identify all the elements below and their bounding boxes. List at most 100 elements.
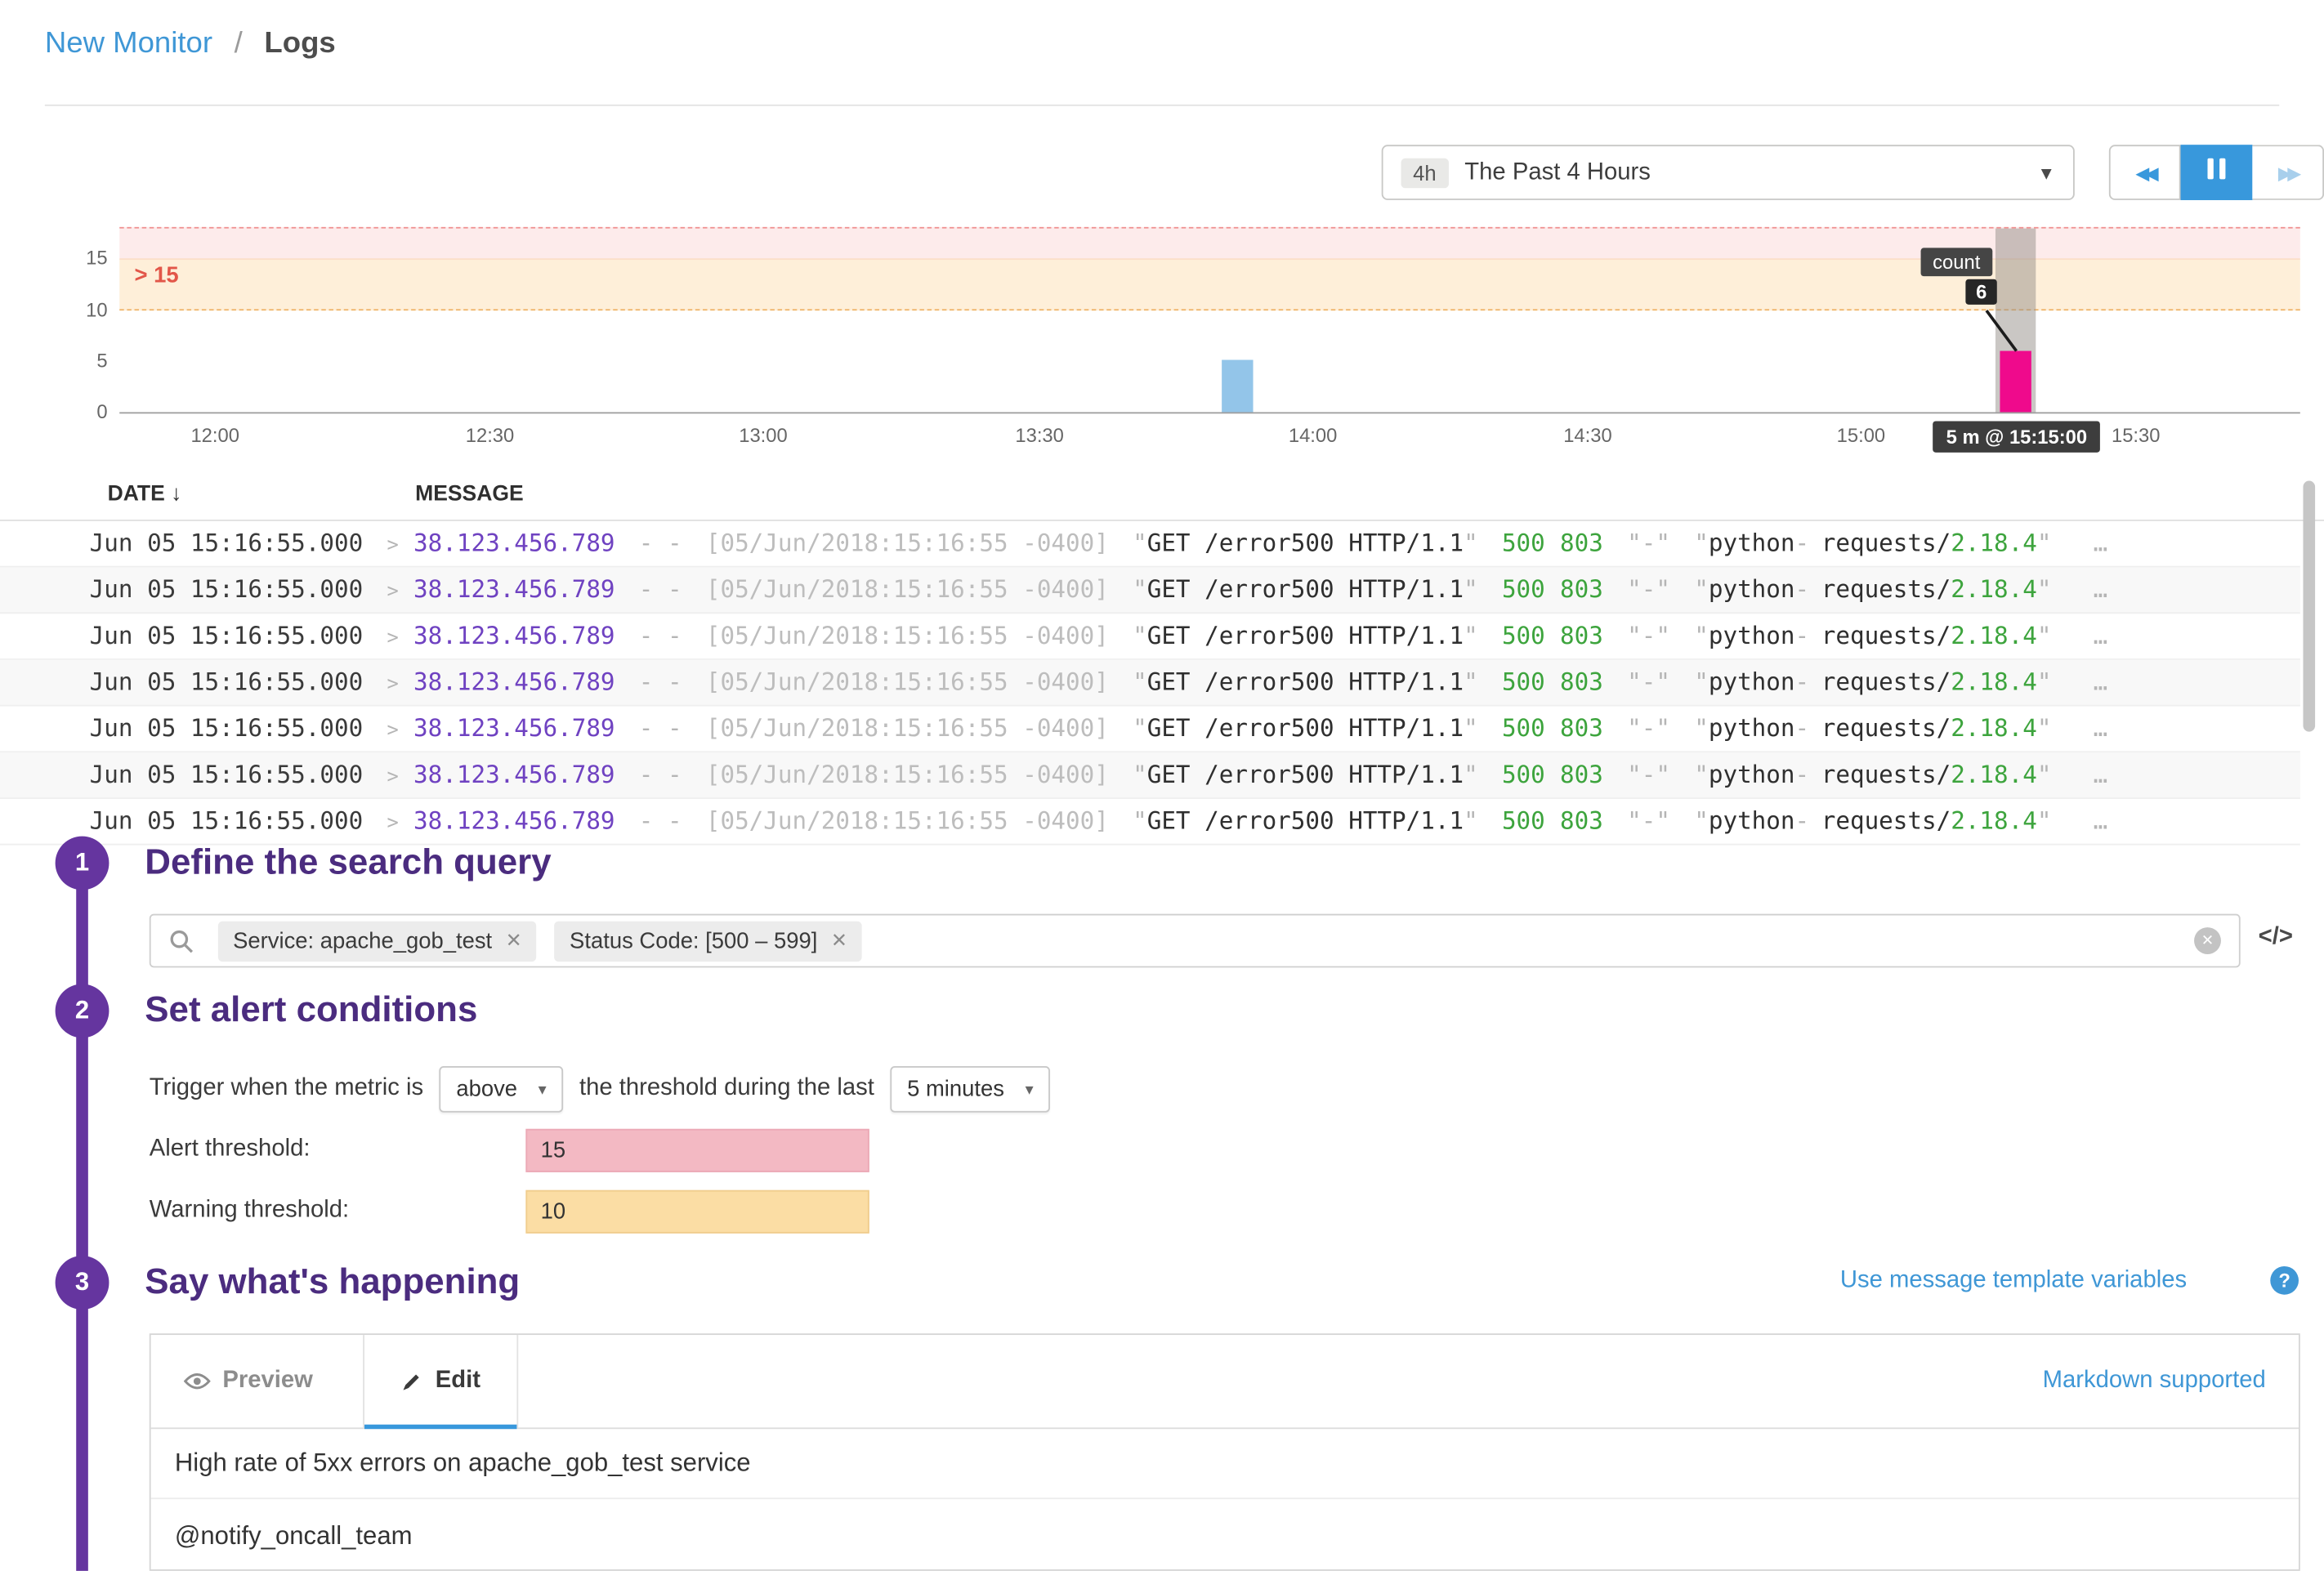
log-status-code: 500 [1501, 574, 1545, 604]
alert-threshold-input[interactable]: 15 [525, 1128, 869, 1172]
trigger-condition-row: Trigger when the metric is above ▾ the t… [150, 1064, 1050, 1112]
operator-value: above [456, 1075, 518, 1102]
table-row[interactable]: Jun 05 15:16:55.000 >38.123.456.789 - - [05… [0, 752, 2300, 799]
table-row[interactable]: Jun 05 15:16:55.000 >38.123.456.789 - - [05… [0, 707, 2300, 753]
step-2-title: Set alert conditions [145, 989, 478, 1031]
log-ip: 38.123.456.789 [413, 806, 615, 835]
ellipsis: … [2093, 574, 2108, 604]
clear-search-icon[interactable]: ✕ [2194, 927, 2221, 954]
x-tick: 15:30 [2111, 424, 2161, 447]
chevron-right-icon[interactable]: > [387, 627, 399, 650]
filter-pill-service[interactable]: Service: apache_gob_test ✕ [217, 920, 537, 962]
time-range-dropdown[interactable]: 4h The Past 4 Hours ▼ [1381, 145, 2075, 200]
remove-filter-icon[interactable]: ✕ [830, 928, 847, 952]
table-row[interactable]: Jun 05 15:16:55.000 >38.123.456.789 - - [05… [0, 659, 2300, 707]
log-timestamp: [05/Jun/2018:15:16:55 -0400] [705, 621, 1109, 650]
step-1-badge: 1 [55, 836, 109, 890]
window-select[interactable]: 5 minutes ▾ [890, 1065, 1050, 1112]
log-table: DATE ↓ MESSAGE Jun 05 15:16:55.000 >38.12… [0, 475, 2324, 846]
log-user-agent: "python-requests/2.18.4" [1694, 621, 2052, 650]
time-range-label: The Past 4 Hours [1464, 158, 1651, 185]
chevron-right-icon[interactable]: > [387, 534, 399, 557]
log-user-agent: "python-requests/2.18.4" [1694, 529, 2052, 557]
ellipsis: … [2093, 713, 2108, 743]
log-date: Jun 05 15:16:55.000 [89, 574, 364, 604]
chevron-right-icon[interactable]: > [387, 719, 399, 743]
alert-zone [119, 226, 2300, 261]
divider [44, 104, 2280, 106]
message-body-field[interactable]: @notify_oncall_team [174, 1520, 413, 1550]
step-rail [76, 863, 88, 1571]
log-bytes: 803 [1560, 806, 1603, 835]
chevron-down-icon: ▾ [538, 1080, 547, 1099]
log-ip: 38.123.456.789 [413, 760, 615, 789]
tooltip-time: 5 m @ 15:15:00 [1933, 421, 2101, 453]
ellipsis: … [2093, 529, 2108, 557]
forward-button[interactable]: ▶▶ [2252, 145, 2324, 200]
chevron-right-icon[interactable]: > [387, 812, 399, 835]
y-tick: 5 [96, 349, 108, 373]
log-referrer: "-" [1627, 621, 1670, 650]
log-request: "GET /error500 HTTP/1.1" [1133, 713, 1478, 743]
operator-select[interactable]: above ▾ [440, 1065, 563, 1112]
table-row[interactable]: Jun 05 15:16:55.000 >38.123.456.789 - - [05… [0, 521, 2300, 568]
breadcrumb-link-new-monitor[interactable]: New Monitor [44, 26, 213, 60]
x-tick: 12:30 [465, 424, 515, 447]
tab-edit[interactable]: Edit [364, 1335, 518, 1430]
chart-bar-highlighted [2000, 350, 2031, 413]
rewind-button[interactable]: ◀◀ [2108, 145, 2181, 200]
table-row[interactable]: Jun 05 15:16:55.000 >38.123.456.789 - - [05… [0, 567, 2300, 614]
table-row[interactable]: Jun 05 15:16:55.000 >38.123.456.789 - - [05… [0, 614, 2300, 660]
breadcrumb: New Monitor / Logs [45, 27, 336, 61]
scrollbar[interactable] [2303, 480, 2316, 732]
log-ip: 38.123.456.789 [413, 667, 615, 696]
chevron-right-icon[interactable]: > [387, 581, 399, 604]
log-bytes: 803 [1560, 529, 1603, 557]
active-tab-indicator [364, 1424, 516, 1430]
message-title-field[interactable]: High rate of 5xx errors on apache_gob_te… [150, 1427, 2299, 1500]
search-input[interactable]: Service: apache_gob_test ✕ Status Code: … [149, 913, 2241, 968]
log-referrer: "-" [1627, 760, 1670, 789]
log-status-code: 500 [1501, 529, 1545, 557]
x-tick: 14:00 [1288, 424, 1338, 447]
rewind-icon: ◀◀ [2135, 162, 2158, 183]
log-bytes: 803 [1560, 713, 1603, 743]
remove-filter-icon[interactable]: ✕ [505, 928, 522, 952]
log-date: Jun 05 15:16:55.000 [89, 621, 364, 650]
filter-pill-status-code[interactable]: Status Code: [500 – 599] ✕ [554, 920, 863, 962]
warning-threshold-input[interactable]: 10 [525, 1189, 869, 1234]
table-row[interactable]: Jun 05 15:16:55.000 >38.123.456.789 - - [05… [0, 799, 2300, 846]
log-request: "GET /error500 HTTP/1.1" [1133, 621, 1478, 650]
code-view-toggle[interactable]: </> [2258, 924, 2293, 950]
log-user-agent: "python-requests/2.18.4" [1694, 760, 2052, 789]
playback-controls: ◀◀ ▶▶ [2108, 145, 2324, 200]
tab-preview[interactable]: Preview [183, 1368, 313, 1395]
log-rows: Jun 05 15:16:55.000 >38.123.456.789 - - [05… [0, 521, 2300, 846]
step-3-badge: 3 [55, 1256, 109, 1310]
x-axis [119, 412, 2300, 414]
column-header-message: MESSAGE [415, 482, 524, 507]
log-ip: 38.123.456.789 [413, 574, 615, 604]
log-status-code: 500 [1501, 621, 1545, 650]
y-tick: 10 [86, 298, 108, 321]
help-icon[interactable]: ? [2270, 1265, 2299, 1295]
log-user-agent: "python-requests/2.18.4" [1694, 667, 2052, 696]
ellipsis: … [2093, 806, 2108, 835]
pause-button[interactable] [2180, 145, 2253, 200]
filter-pill-label: Service: apache_gob_test [233, 927, 493, 954]
message-editor: Preview Edit Markdown supported High rat… [149, 1333, 2300, 1571]
log-status-code: 500 [1501, 760, 1545, 789]
column-header-date[interactable]: DATE ↓ [107, 482, 182, 507]
step-3-title: Say what's happening [145, 1261, 521, 1302]
pause-icon [2205, 158, 2228, 187]
log-date: Jun 05 15:16:55.000 [89, 760, 364, 789]
message-template-variables-link[interactable]: Use message template variables [1839, 1267, 2188, 1293]
chevron-right-icon[interactable]: > [387, 765, 399, 789]
markdown-supported-link[interactable]: Markdown supported [2042, 1368, 2266, 1394]
window-value: 5 minutes [907, 1075, 1004, 1102]
log-request: "GET /error500 HTTP/1.1" [1133, 667, 1478, 696]
log-bytes: 803 [1560, 574, 1603, 604]
chevron-right-icon[interactable]: > [387, 673, 399, 696]
log-separator: - - [638, 529, 682, 557]
